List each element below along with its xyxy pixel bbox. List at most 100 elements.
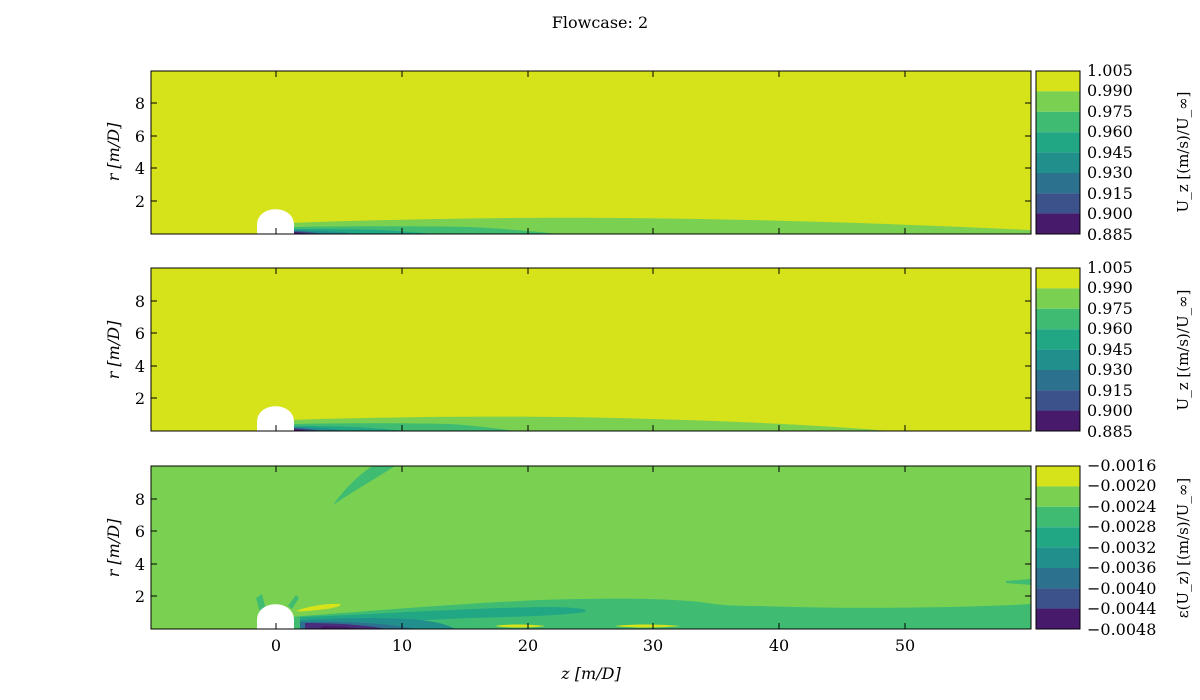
body-shape <box>257 209 294 234</box>
colorbar-tick-label: 0.900 <box>1087 204 1133 223</box>
contour-level-1 <box>151 71 1031 234</box>
ytick-label: 8 <box>135 490 145 509</box>
colorbar-swatch <box>1036 370 1080 391</box>
ytick-label: 4 <box>135 357 145 376</box>
colorbar-3: −0.0016 −0.0020 −0.0024 −0.0028 −0.0032 … <box>1035 456 1192 639</box>
ytick-label: 6 <box>135 522 145 541</box>
colorbar-tick-label: 1.005 <box>1087 61 1133 80</box>
colorbar-tick-label: 0.990 <box>1087 278 1133 297</box>
colorbar-tick-label: 0.945 <box>1087 340 1133 359</box>
colorbar-swatch <box>1036 268 1080 289</box>
colorbar-swatch <box>1036 288 1080 309</box>
xtick-label: 0 <box>271 636 281 655</box>
xtick-label: 50 <box>895 636 915 655</box>
colorbar-frame <box>1035 465 1081 630</box>
figure-title: Flowcase: 2 <box>552 13 648 32</box>
contour-level-4 <box>300 607 586 629</box>
colorbar-tick-label: −0.0040 <box>1087 579 1156 598</box>
panel-2: 2 4 6 8 r [m/D] 1.005 0.990 0.975 0.960 … <box>104 258 1192 441</box>
colorbar-tick-label: −0.0024 <box>1087 497 1156 516</box>
xtick-labels: 0 10 20 30 40 50 <box>271 636 915 655</box>
colorbar-swatch <box>1036 588 1080 609</box>
colorbar-swatch <box>1036 308 1080 330</box>
colorbar-tick-label: 0.960 <box>1087 122 1133 141</box>
panel-1-ticks <box>151 71 1031 234</box>
contour-level-3 <box>1006 579 1031 585</box>
panel-3-frame <box>150 465 1032 630</box>
colorbar-1-label: U_z [(m/s)/U_∞] <box>1174 92 1192 213</box>
colorbar-tick-label: −0.0028 <box>1087 517 1156 536</box>
colorbar-tick-label: 1.005 <box>1087 258 1133 277</box>
panel-1-frame <box>150 70 1032 235</box>
colorbar-tick-label: 0.885 <box>1087 422 1133 441</box>
panel-2-contours <box>151 268 1031 431</box>
colorbar-swatch <box>1036 547 1080 568</box>
colorbar-swatch <box>1036 506 1080 528</box>
ytick-label: 8 <box>135 292 145 311</box>
contour-level-3 <box>290 598 1031 629</box>
colorbar-tick-label: −0.0036 <box>1087 558 1156 577</box>
colorbar-tick-label: −0.0016 <box>1087 456 1156 475</box>
contour-level-3 <box>333 466 395 505</box>
colorbar-swatch <box>1036 608 1080 629</box>
colorbar-frame <box>1035 267 1081 432</box>
ytick-label: 2 <box>135 587 145 606</box>
x-axis-label: z [m/D] <box>560 664 621 683</box>
colorbar-1: 1.005 0.990 0.975 0.960 0.945 0.930 0.91… <box>1035 61 1192 244</box>
colorbar-tick-label: 0.915 <box>1087 184 1133 203</box>
colorbar-swatch <box>1036 568 1080 589</box>
colorbar-swatch <box>1036 410 1080 431</box>
ytick-label: 4 <box>135 555 145 574</box>
colorbar-tick-label: 0.990 <box>1087 81 1133 100</box>
colorbar-swatch <box>1036 71 1080 92</box>
colorbar-tick-label: 0.930 <box>1087 163 1133 182</box>
colorbar-tick-label: −0.0020 <box>1087 476 1156 495</box>
colorbar-swatch <box>1036 152 1080 173</box>
colorbar-swatch <box>1036 390 1080 411</box>
xtick-label: 20 <box>518 636 538 655</box>
contour-level-1 <box>495 624 545 628</box>
panel-1-ylabel: r [m/D] <box>104 122 123 181</box>
contour-level-3 <box>256 594 266 612</box>
colorbar-swatch <box>1036 193 1080 214</box>
colorbar-swatch <box>1036 173 1080 194</box>
colorbar-tick-label: 0.885 <box>1087 225 1133 244</box>
colorbar-swatch <box>1036 349 1080 370</box>
colorbar-tick-label: 0.915 <box>1087 381 1133 400</box>
colorbar-swatch <box>1036 132 1080 153</box>
contour-level-1 <box>151 268 1031 431</box>
colorbar-tick-label: −0.0032 <box>1087 538 1156 557</box>
panel-2-frame <box>150 267 1032 432</box>
colorbar-swatch <box>1036 486 1080 507</box>
contour-level-3 <box>288 595 299 609</box>
colorbar-tick-label: 0.975 <box>1087 299 1133 318</box>
panel-3: 2 4 6 8 r [m/D] 0 10 20 30 40 50 z [m/D] <box>104 456 1192 683</box>
ytick-label: 2 <box>135 389 145 408</box>
colorbar-tick-label: 0.975 <box>1087 102 1133 121</box>
colorbar-frame <box>1035 70 1081 235</box>
colorbar-tick-label: 0.945 <box>1087 143 1133 162</box>
panel-3-ylabel: r [m/D] <box>104 518 123 577</box>
colorbar-swatch <box>1036 329 1080 350</box>
xtick-label: 40 <box>769 636 789 655</box>
colorbar-3-label: ε(U_z) [(m/s)/U_∞] <box>1174 478 1192 618</box>
colorbar-tick-label: −0.0048 <box>1087 620 1156 639</box>
ytick-label: 8 <box>135 94 145 113</box>
panel-2-ytick-labels: 2 4 6 8 <box>135 292 145 408</box>
contour-level-8 <box>320 626 360 629</box>
panel-3-contours <box>151 466 1031 629</box>
colorbar-tick-label: 0.930 <box>1087 360 1133 379</box>
ytick-label: 2 <box>135 192 145 211</box>
ytick-label: 4 <box>135 159 145 178</box>
colorbar-tick-label: 0.960 <box>1087 319 1133 338</box>
ytick-label: 6 <box>135 324 145 343</box>
panel-3-ticks <box>151 466 1031 629</box>
colorbar-2: 1.005 0.990 0.975 0.960 0.945 0.930 0.91… <box>1035 258 1192 441</box>
xtick-label: 30 <box>643 636 663 655</box>
panel-3-ytick-labels: 2 4 6 8 <box>135 490 145 606</box>
contour-level-1 <box>296 603 341 612</box>
panel-2-ticks <box>151 268 1031 431</box>
colorbar-swatch <box>1036 466 1080 487</box>
colorbar-tick-label: −0.0044 <box>1087 599 1156 618</box>
